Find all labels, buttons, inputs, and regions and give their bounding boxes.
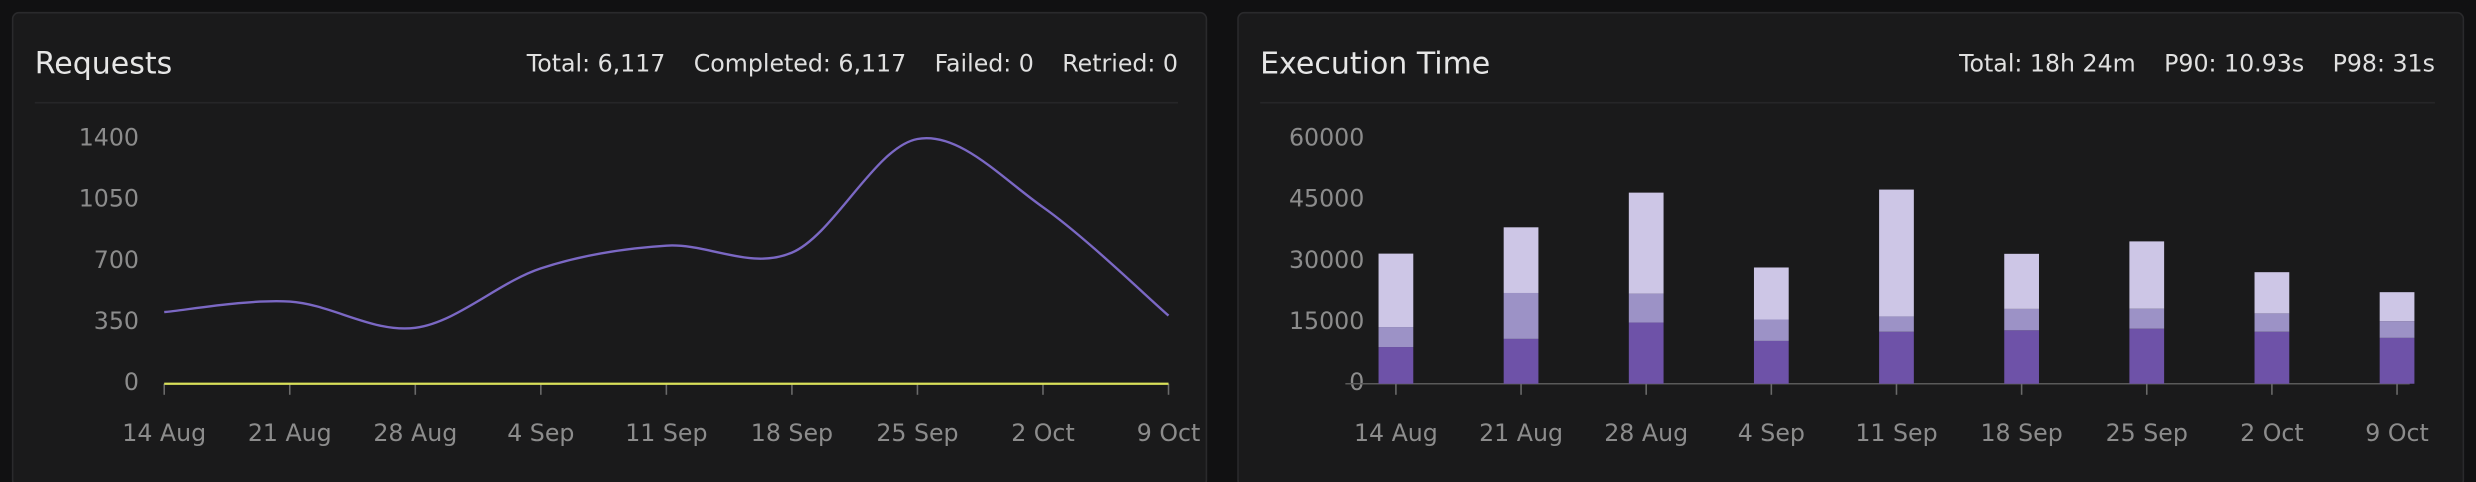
bar-segment [1503,338,1539,384]
y-tick-label: 0 [124,368,139,396]
stat: P98: 31s [2333,49,2435,77]
x-tick-label: 21 Aug [1479,419,1563,447]
x-tick-label: 4 Sep [507,419,574,447]
bar-segment [1879,331,1914,384]
bar-segment [1628,192,1664,294]
x-tick-label: 14 Aug [122,419,206,447]
line-series [164,136,1170,330]
panel-background [11,11,1208,482]
y-tick-label: 30000 [1289,246,1364,274]
bar-segment [1378,253,1414,328]
panel: Execution Time P98: 31s P90: 10.93s Total: … [1237,11,2465,482]
stat: Total: 18h 24m [1958,49,2136,77]
bar-segment [1628,322,1664,384]
x-tick-label: 4 Sep [1738,419,1805,447]
y-tick-label: 1400 [79,123,139,151]
x-tick-label: 25 Sep [2106,419,2188,447]
bar-segment [1628,293,1664,323]
x-tick-label: 2 Oct [1011,419,1075,447]
bar-segment [1879,189,1914,317]
bar-segment [2254,313,2290,332]
x-tick-label: 2 Oct [2240,419,2304,447]
bar-segment [2129,328,2165,384]
stat: P90: 10.93s [2164,49,2304,77]
y-tick-label: 1050 [79,185,139,213]
bar-segment [2379,337,2415,384]
y-tick-label: 45000 [1289,185,1364,213]
bar-segment [2379,321,2415,338]
x-tick-label: 28 Aug [1604,419,1688,447]
bar-segment [2129,308,2165,329]
x-tick-label: 9 Oct [2365,419,2429,447]
bar-segment [2129,241,2165,309]
stat: Total: 6,117 [526,49,666,77]
bar-segment [2004,308,2039,331]
stat: Retried: 0 [1062,49,1178,77]
bar-segment [1378,347,1414,384]
panel-title: Execution Time [1260,46,1490,81]
x-tick-label: 11 Sep [1855,419,1937,447]
panel-title: Requests [35,46,173,81]
panel: Requests Retried: 0 Failed: 0 Completed: 6,… [11,11,1208,482]
x-tick-label: 28 Aug [373,419,457,447]
y-tick-label: 60000 [1289,123,1364,151]
y-tick-label: 700 [94,246,139,274]
y-tick-label: 350 [94,307,139,335]
bar-segment [1503,292,1539,339]
stat: Failed: 0 [935,49,1034,77]
bar-segment [1503,227,1539,293]
x-tick-label: 11 Sep [625,419,707,447]
bar-segment [2004,253,2039,309]
bar-segment [2379,292,2415,322]
bar-segment [2004,330,2039,384]
bar-segment [1753,267,1789,320]
x-tick-label: 18 Sep [751,419,833,447]
bar-segment [1378,327,1414,348]
x-tick-label: 14 Aug [1354,419,1438,447]
x-tick-label: 9 Oct [1137,419,1201,447]
x-tick-label: 18 Sep [1980,419,2062,447]
bar-segment [1753,319,1789,341]
bar-segment [2254,272,2290,314]
x-tick-label: 21 Aug [248,419,332,447]
x-tick-label: 25 Sep [876,419,958,447]
y-tick-label: 0 [1349,368,1364,396]
panel-background [1237,11,2465,482]
bar-segment [1753,340,1789,384]
bar-segment [1879,316,1914,332]
y-tick-label: 15000 [1289,307,1364,335]
stat: Completed: 6,117 [694,49,906,77]
bar-segment [2254,331,2290,384]
